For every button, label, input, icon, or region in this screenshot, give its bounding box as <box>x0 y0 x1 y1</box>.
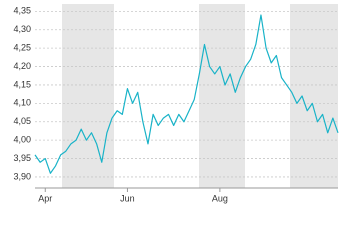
x-tick-label: Apr <box>38 193 52 203</box>
y-tick-label: 4,35 <box>13 6 31 16</box>
month-band <box>199 4 245 188</box>
price-line <box>34 14 339 174</box>
month-band <box>290 4 338 188</box>
x-tick-label: Aug <box>212 193 228 203</box>
month-band <box>62 4 114 188</box>
y-tick-label: 4,05 <box>13 116 31 126</box>
y-tick-label: 4,10 <box>13 98 31 108</box>
x-tick-label: Jun <box>120 193 135 203</box>
y-tick-label: 3,90 <box>13 171 31 181</box>
y-tick-label: 4,20 <box>13 61 31 71</box>
y-tick-label: 4,25 <box>13 43 31 53</box>
chart: 3,90 3,95 4,00 4,05 4,10 4,15 4,20 4,25 4,30 4,35… <box>13 4 339 203</box>
y-tick-label: 4,30 <box>13 24 31 34</box>
y-tick-label: 4,00 <box>13 135 31 145</box>
y-tick-label: 4,15 <box>13 79 31 89</box>
y-tick-label: 3,95 <box>13 153 31 163</box>
